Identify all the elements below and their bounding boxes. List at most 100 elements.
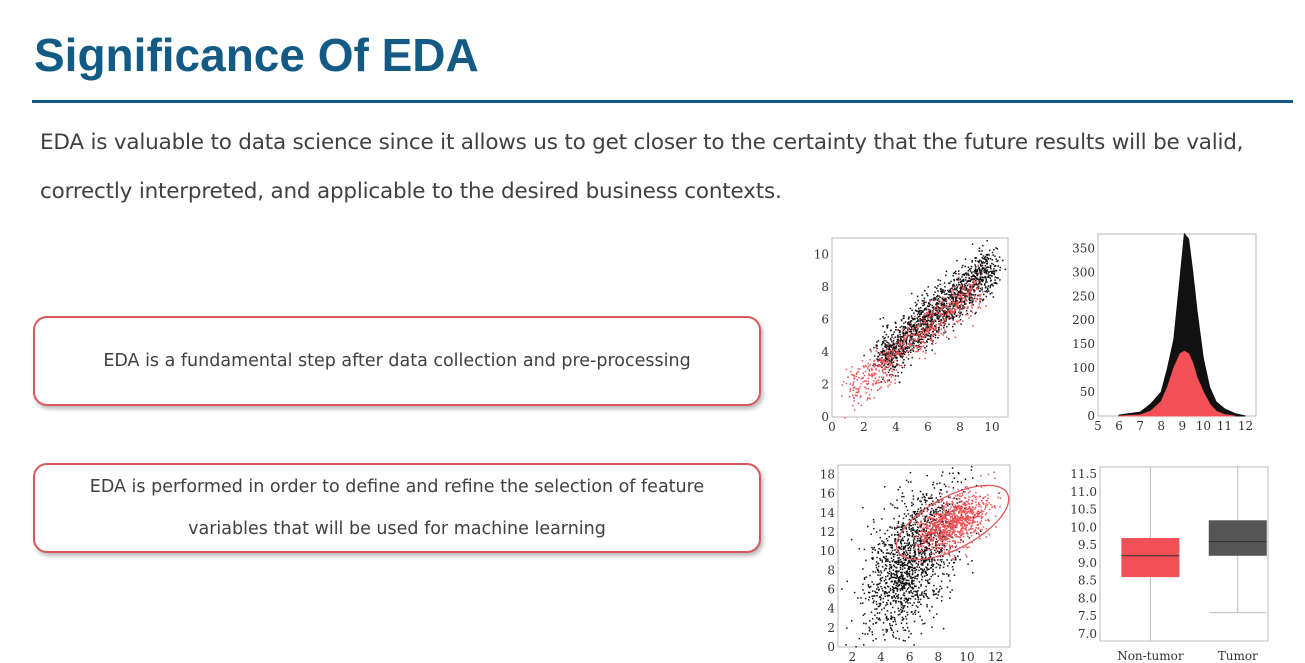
scatter-point [932, 298, 935, 300]
scatter-point [960, 302, 963, 304]
scatter-point [944, 306, 946, 308]
scatter-point [878, 605, 881, 607]
scatter-point [890, 603, 892, 605]
scatter-point [872, 601, 875, 604]
scatter-point [940, 324, 942, 326]
scatter-point [863, 548, 866, 551]
scatter-point [965, 524, 967, 527]
scatter-point [947, 310, 949, 312]
scatter-point [978, 303, 981, 305]
scatter-point [970, 272, 973, 274]
scatter-point [897, 526, 899, 528]
scatter-point [943, 563, 946, 565]
scatter-point [918, 312, 920, 314]
scatter-point [914, 327, 916, 329]
scatter-point [907, 335, 910, 337]
scatter-point [905, 356, 908, 359]
scatter-point [931, 540, 933, 542]
scatter-point [909, 321, 912, 324]
scatter-point [984, 281, 987, 283]
scatter-point [908, 555, 911, 557]
scatter-point [928, 497, 931, 500]
scatter-point [857, 402, 860, 404]
scatter-point [975, 272, 978, 275]
scatter-point [954, 542, 956, 544]
scatter-point [944, 516, 947, 518]
scatter-point [860, 404, 862, 407]
x-tick-label: 11 [1217, 419, 1232, 433]
scatter-point [948, 521, 951, 523]
scatter-point [977, 284, 979, 286]
scatter-point [917, 349, 920, 351]
scatter-point [898, 557, 900, 559]
scatter-point [929, 513, 931, 515]
scatter-point [905, 340, 907, 342]
scatter-point [939, 565, 942, 567]
scatter-point [849, 383, 852, 385]
scatter-point [975, 501, 977, 503]
scatter-point [877, 340, 880, 342]
scatter-point [900, 351, 903, 354]
box-plot-chart: Non-tumor Tumor7.07.58.08.59.09.510.010.5… [1070, 466, 1269, 663]
scatter-point [930, 502, 933, 505]
scatter-point [904, 351, 907, 354]
scatter-point [929, 533, 931, 536]
scatter-point [903, 548, 906, 550]
scatter-point [936, 546, 939, 549]
scatter-point [922, 523, 925, 525]
scatter-point [952, 530, 955, 533]
scatter-point [920, 346, 922, 349]
scatter-point [882, 341, 885, 344]
scatter-point [886, 549, 888, 551]
scatter-point [890, 344, 893, 347]
x-tick-label: 8 [935, 650, 943, 663]
scatter-point [972, 500, 974, 502]
scatter-point [914, 551, 916, 553]
scatter-point [985, 290, 988, 292]
scatter-point [951, 301, 953, 304]
scatter-point [896, 338, 899, 341]
scatter-point [955, 297, 958, 299]
scatter-point [923, 561, 926, 563]
scatter-point [905, 343, 908, 345]
x-tick-label: 8 [1157, 419, 1165, 433]
scatter-point [890, 581, 893, 583]
scatter-point [917, 598, 920, 601]
scatter-point [880, 577, 882, 579]
scatter-point [982, 293, 985, 296]
scatter-point [885, 349, 888, 351]
scatter-point [965, 309, 968, 312]
scatter-point [904, 330, 907, 333]
scatter-point [925, 308, 927, 311]
scatter-point [902, 551, 905, 554]
scatter-point [893, 595, 895, 597]
scatter-point [912, 524, 914, 526]
scatter-point [948, 534, 951, 536]
scatter-point [942, 508, 945, 511]
scatter-point [905, 341, 907, 343]
scatter-point [943, 548, 945, 551]
scatter-point [948, 282, 950, 284]
scatter-point [949, 305, 951, 308]
scatter-point [927, 324, 930, 327]
scatter-point [899, 561, 902, 563]
scatter-point [906, 582, 909, 585]
scatter-point [985, 258, 987, 260]
scatter-point [903, 351, 906, 353]
scatter-point [841, 395, 843, 397]
scatter-point [970, 285, 972, 287]
scatter-point [859, 386, 861, 388]
scatter-point [934, 342, 937, 345]
scatter-point [871, 597, 874, 600]
scatter-point [949, 535, 952, 538]
scatter-point [911, 595, 913, 598]
scatter-point [918, 357, 921, 360]
scatter-point [907, 351, 910, 354]
scatter-point [949, 291, 951, 293]
scatter-point [879, 559, 882, 561]
scatter-point [872, 557, 875, 559]
scatter-point [983, 271, 986, 274]
scatter-point [932, 335, 935, 337]
scatter-point [899, 340, 901, 343]
scatter-point [904, 583, 907, 585]
